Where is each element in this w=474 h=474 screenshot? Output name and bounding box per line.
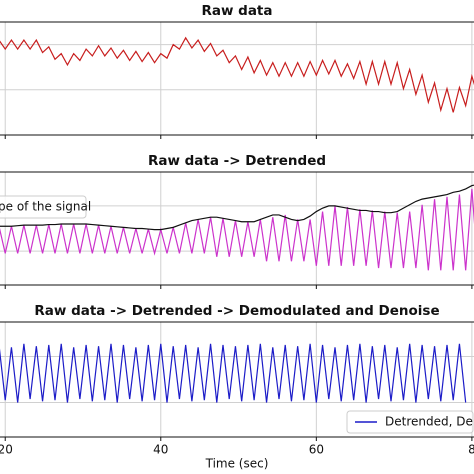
x-tick-label: 20: [0, 443, 13, 457]
subplot-title: Raw data: [201, 3, 272, 19]
series-line: [0, 188, 474, 271]
series-line: [0, 343, 467, 403]
series-line: [0, 36, 474, 113]
x-axis-label: Time (sec): [205, 457, 269, 471]
legend-box: [346, 410, 474, 434]
subplot: Raw data -> Detrended -> Demodulated and…: [0, 303, 474, 471]
subplot-title: Raw data -> Detrended: [148, 153, 326, 169]
subplot: Raw data: [0, 3, 474, 139]
legend-box: [0, 195, 87, 219]
subplot-title: Raw data -> Detrended -> Demodulated and…: [34, 303, 439, 319]
plot-frame: [0, 321, 474, 438]
x-tick-label: 60: [309, 443, 324, 457]
x-tick-label: 8: [468, 443, 474, 457]
plot-frame: [0, 171, 474, 286]
subplot: Raw data -> Detrended pe of the signal: [0, 153, 474, 289]
legend-label: Detrended, De: [385, 415, 473, 429]
x-tick-label: 40: [153, 443, 168, 457]
series-line: [0, 184, 474, 231]
plot-frame: [0, 21, 474, 136]
legend-label: pe of the signal: [0, 200, 91, 214]
